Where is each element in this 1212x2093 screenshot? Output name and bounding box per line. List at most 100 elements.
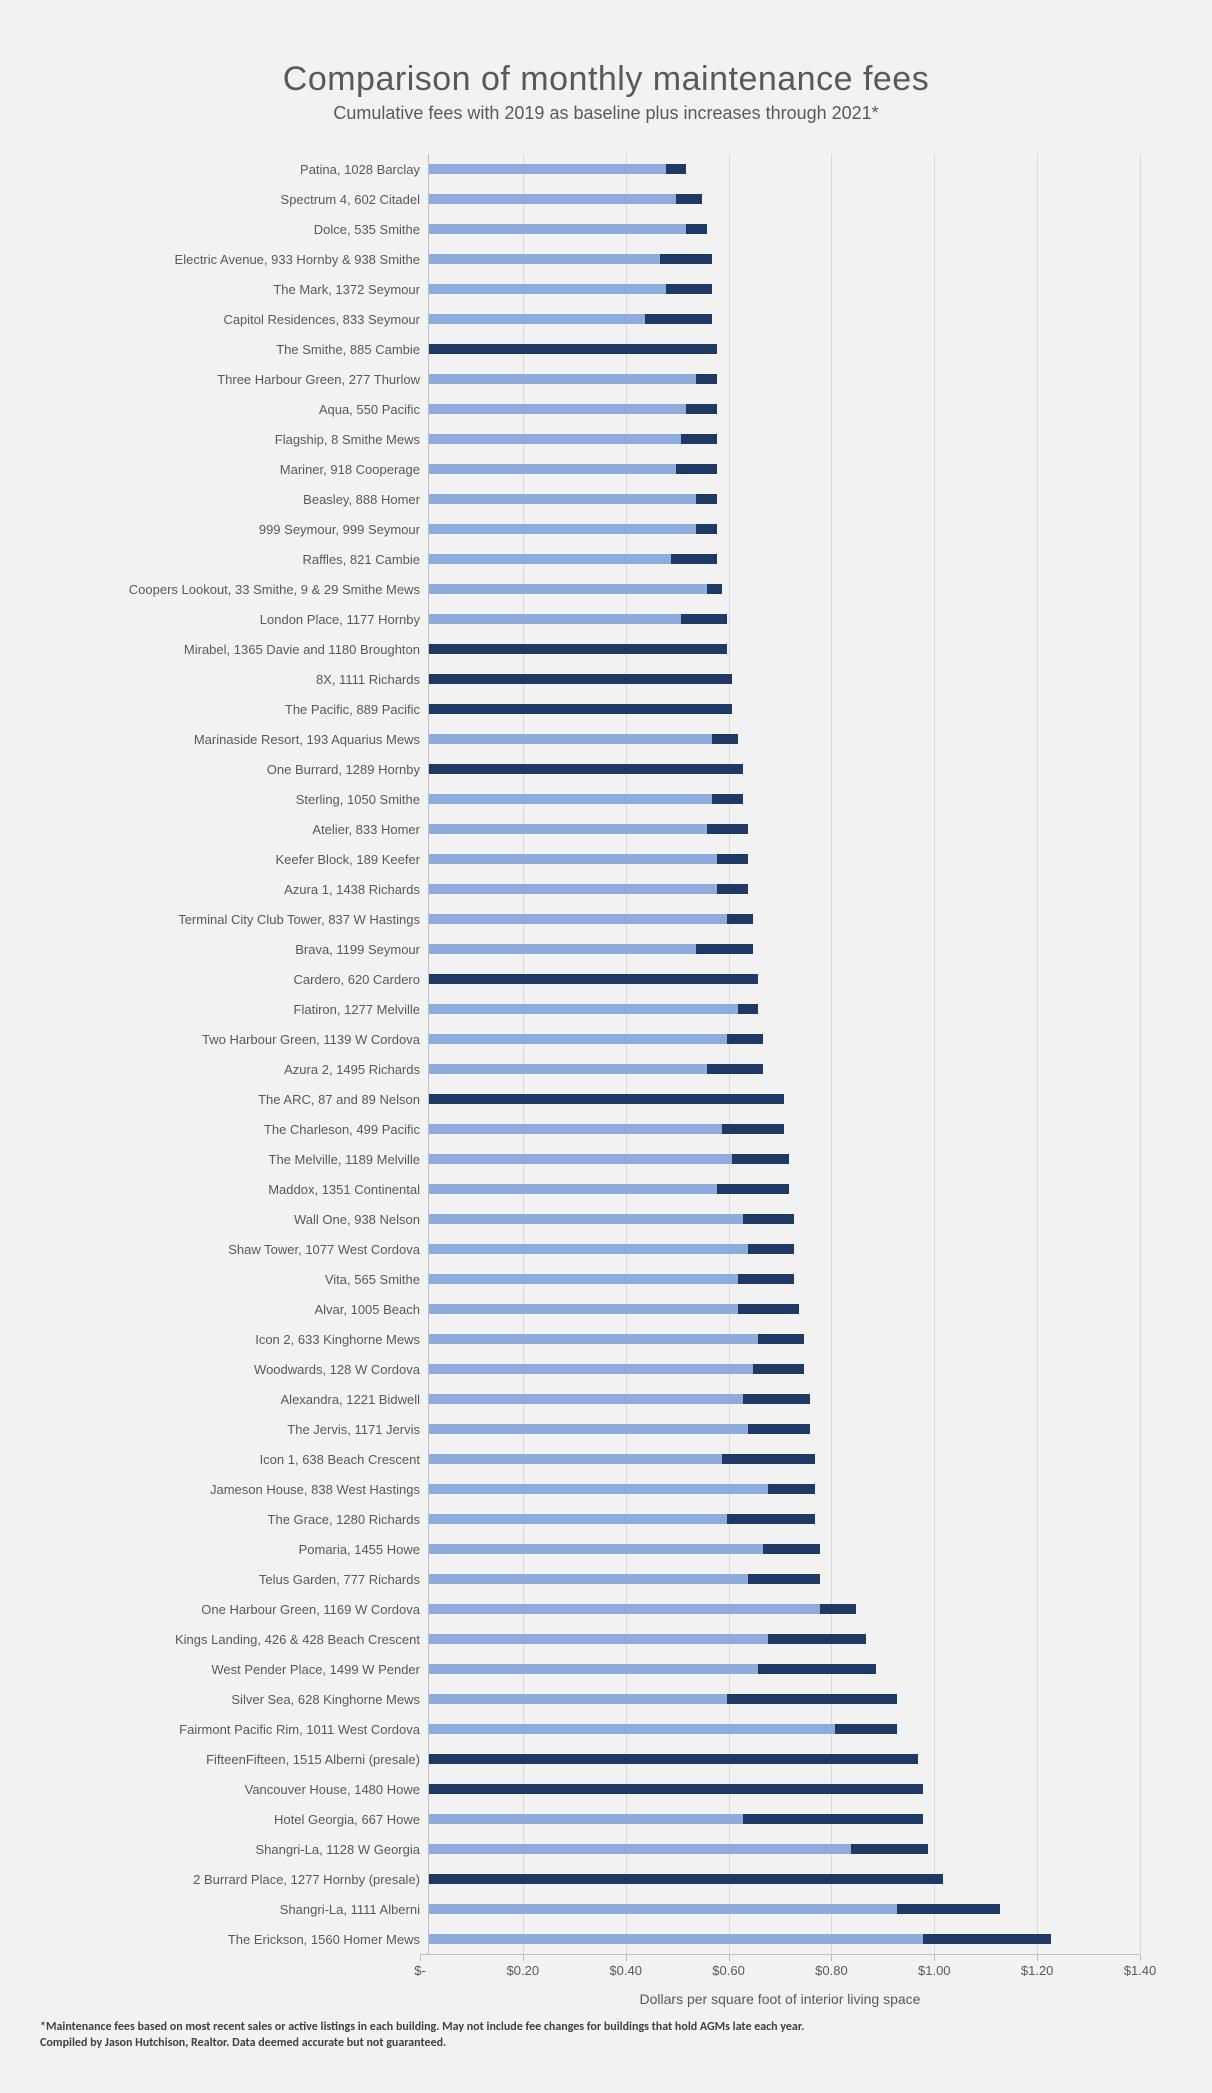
chart-row: FifteenFifteen, 1515 Alberni (presale)	[60, 1744, 1172, 1774]
row-bars	[428, 364, 1149, 394]
chart-row: West Pender Place, 1499 W Pender	[60, 1654, 1172, 1684]
bar-cumulative-base	[429, 1424, 748, 1434]
chart-row: Three Harbour Green, 277 Thurlow	[60, 364, 1172, 394]
bar-cumulative-base	[429, 1814, 743, 1824]
bar-cumulative-base	[429, 284, 666, 294]
chart-row: Mariner, 918 Cooperage	[60, 454, 1172, 484]
bar-cumulative	[696, 944, 753, 954]
chart-row: Capitol Residences, 833 Seymour	[60, 304, 1172, 334]
row-bars	[428, 1114, 1149, 1144]
footnote-line-2: Compiled by Jason Hutchison, Realtor. Da…	[40, 2035, 1172, 2051]
chart-row: Brava, 1199 Seymour	[60, 934, 1172, 964]
bar-cumulative	[429, 644, 727, 654]
bar-cumulative	[676, 194, 702, 204]
bar-cumulative	[743, 1814, 923, 1824]
x-tick-label: $0.60	[712, 1963, 745, 1978]
row-label: The Jervis, 1171 Jervis	[60, 1422, 428, 1437]
bar-cumulative-base	[429, 1904, 897, 1914]
row-bars	[428, 964, 1149, 994]
bar-cumulative	[660, 254, 711, 264]
row-bars	[428, 484, 1149, 514]
chart-row: The ARC, 87 and 89 Nelson	[60, 1084, 1172, 1114]
row-label: Terminal City Club Tower, 837 W Hastings	[60, 912, 428, 927]
bar-cumulative	[717, 884, 748, 894]
row-bars	[428, 1714, 1149, 1744]
bar-cumulative-base	[429, 524, 696, 534]
chart-row: Cardero, 620 Cardero	[60, 964, 1172, 994]
chart-row: Aqua, 550 Pacific	[60, 394, 1172, 424]
bar-cumulative	[727, 1034, 763, 1044]
row-bars	[428, 784, 1149, 814]
row-label: Mirabel, 1365 Davie and 1180 Broughton	[60, 642, 428, 657]
row-bars	[428, 544, 1149, 574]
bar-cumulative-base	[429, 1154, 732, 1164]
row-bars	[428, 874, 1149, 904]
row-bars	[428, 1624, 1149, 1654]
row-bars	[428, 184, 1149, 214]
bar-cumulative	[768, 1484, 814, 1494]
footnote: *Maintenance fees based on most recent s…	[40, 2019, 1172, 2051]
row-bars	[428, 454, 1149, 484]
row-bars	[428, 934, 1149, 964]
row-label: Cardero, 620 Cardero	[60, 972, 428, 987]
row-bars	[428, 754, 1149, 784]
chart-row: 2 Burrard Place, 1277 Hornby (presale)	[60, 1864, 1172, 1894]
row-label: The Pacific, 889 Pacific	[60, 702, 428, 717]
bar-cumulative	[727, 914, 753, 924]
bar-cumulative-base	[429, 1604, 820, 1614]
x-tick	[934, 1955, 935, 1961]
bar-cumulative	[686, 404, 717, 414]
row-label: Capitol Residences, 833 Seymour	[60, 312, 428, 327]
bar-cumulative	[923, 1934, 1052, 1944]
bar-cumulative	[429, 1874, 943, 1884]
row-bars	[428, 514, 1149, 544]
row-label: 2 Burrard Place, 1277 Hornby (presale)	[60, 1872, 428, 1887]
bar-cumulative-base	[429, 1454, 722, 1464]
chart-row: Alvar, 1005 Beach	[60, 1294, 1172, 1324]
row-label: Kings Landing, 426 & 428 Beach Crescent	[60, 1632, 428, 1647]
row-bars	[428, 1594, 1149, 1624]
row-bars	[428, 1864, 1149, 1894]
chart-row: Jameson House, 838 West Hastings	[60, 1474, 1172, 1504]
bar-cumulative-base	[429, 734, 712, 744]
chart-row: Vita, 565 Smithe	[60, 1264, 1172, 1294]
bar-cumulative-base	[429, 1544, 763, 1554]
row-label: Aqua, 550 Pacific	[60, 402, 428, 417]
bar-cumulative-base	[429, 824, 707, 834]
bar-cumulative-base	[429, 1394, 743, 1404]
bar-cumulative-base	[429, 884, 717, 894]
row-label: Sterling, 1050 Smithe	[60, 792, 428, 807]
bar-cumulative	[835, 1724, 897, 1734]
chart-row: Atelier, 833 Homer	[60, 814, 1172, 844]
row-label: The Smithe, 885 Cambie	[60, 342, 428, 357]
bar-cumulative	[748, 1574, 820, 1584]
bar-cumulative	[429, 1094, 784, 1104]
row-bars	[428, 574, 1149, 604]
row-label: Flagship, 8 Smithe Mews	[60, 432, 428, 447]
chart-row: 8X, 1111 Richards	[60, 664, 1172, 694]
row-label: Shaw Tower, 1077 West Cordova	[60, 1242, 428, 1257]
row-bars	[428, 994, 1149, 1024]
row-label: The ARC, 87 and 89 Nelson	[60, 1092, 428, 1107]
bar-cumulative	[763, 1544, 820, 1554]
chart-row: Wall One, 938 Nelson	[60, 1204, 1172, 1234]
x-tick	[523, 1955, 524, 1961]
bar-cumulative	[712, 734, 738, 744]
bar-cumulative	[645, 314, 712, 324]
bar-cumulative-base	[429, 614, 681, 624]
chart-row: Marinaside Resort, 193 Aquarius Mews	[60, 724, 1172, 754]
chart-row: Alexandra, 1221 Bidwell	[60, 1384, 1172, 1414]
chart-row: Flatiron, 1277 Melville	[60, 994, 1172, 1024]
bar-cumulative	[671, 554, 717, 564]
row-label: The Charleson, 499 Pacific	[60, 1122, 428, 1137]
bar-cumulative-base	[429, 1184, 717, 1194]
chart-row: Electric Avenue, 933 Hornby & 938 Smithe	[60, 244, 1172, 274]
bar-cumulative	[851, 1844, 928, 1854]
chart-row: Shangri-La, 1111 Alberni	[60, 1894, 1172, 1924]
bar-cumulative	[748, 1244, 794, 1254]
bar-cumulative	[743, 1394, 810, 1404]
bar-cumulative-base	[429, 1304, 738, 1314]
row-label: Icon 2, 633 Kinghorne Mews	[60, 1332, 428, 1347]
bar-cumulative-base	[429, 1484, 768, 1494]
row-bars	[428, 1414, 1149, 1444]
